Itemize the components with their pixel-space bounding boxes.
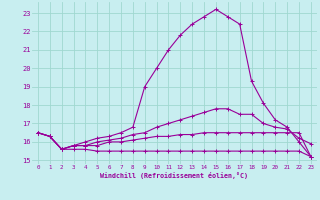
X-axis label: Windchill (Refroidissement éolien,°C): Windchill (Refroidissement éolien,°C): [100, 172, 248, 179]
